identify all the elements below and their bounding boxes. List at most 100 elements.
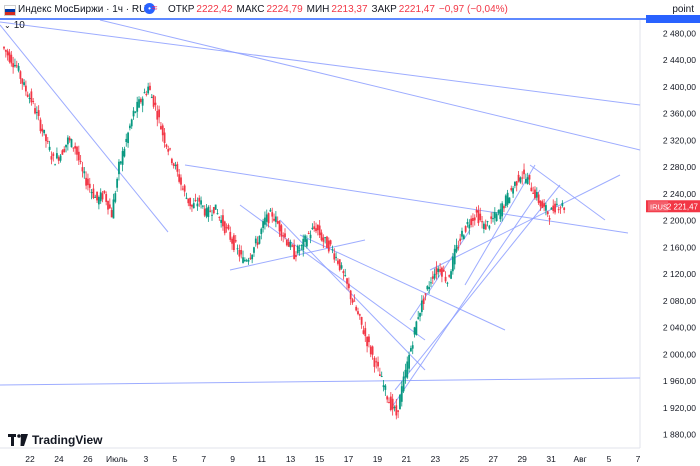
candle-body bbox=[37, 110, 40, 116]
candle-body bbox=[231, 238, 233, 244]
candle-body bbox=[324, 237, 327, 239]
candle-body bbox=[464, 226, 467, 232]
candle-body bbox=[512, 188, 514, 194]
candle-body bbox=[545, 205, 547, 211]
trendline bbox=[464, 164, 536, 286]
candle-body bbox=[546, 211, 549, 215]
candle-body bbox=[448, 275, 451, 277]
candle-body bbox=[311, 227, 314, 230]
candle-body bbox=[267, 213, 270, 224]
candle-body bbox=[260, 228, 263, 235]
candle-body bbox=[107, 200, 109, 210]
candle-body bbox=[510, 188, 513, 191]
candle-body bbox=[150, 97, 153, 99]
candle-body bbox=[347, 283, 350, 289]
candle-body bbox=[12, 63, 15, 68]
candle-body bbox=[176, 164, 179, 172]
x-tick-label: 5 bbox=[607, 454, 612, 464]
ohlc-value: 2213,37 bbox=[331, 4, 368, 15]
candle-body bbox=[490, 216, 493, 219]
candle-body bbox=[444, 276, 447, 282]
candle-body bbox=[439, 269, 441, 272]
y-tick-label: 2 000,00 bbox=[663, 349, 696, 359]
candle-body bbox=[521, 177, 524, 179]
tradingview-logo-icon bbox=[8, 434, 28, 446]
candle-body bbox=[435, 267, 438, 275]
candle-body bbox=[258, 235, 261, 244]
candle-body bbox=[34, 108, 36, 114]
candle-body bbox=[214, 204, 217, 210]
market-open-icon: • bbox=[144, 3, 155, 14]
candle-body bbox=[8, 52, 11, 62]
candle-body bbox=[461, 230, 463, 237]
candle-body bbox=[431, 276, 434, 279]
candle-body bbox=[484, 224, 487, 230]
candle-body bbox=[298, 250, 301, 252]
candle-body bbox=[481, 221, 483, 223]
candle-body bbox=[535, 192, 538, 198]
candle-body bbox=[293, 245, 296, 260]
candle-body bbox=[76, 146, 78, 155]
candle-body bbox=[72, 147, 75, 149]
ohlc-value: −0,97 (−0,04%) bbox=[438, 4, 508, 15]
candle-body bbox=[139, 98, 142, 103]
candle-body bbox=[127, 132, 129, 144]
candle-body bbox=[353, 300, 356, 302]
candle-body bbox=[362, 330, 365, 334]
candle-body bbox=[552, 205, 555, 211]
candle-body bbox=[143, 92, 146, 94]
candle-body bbox=[212, 207, 215, 214]
candle-body bbox=[295, 255, 297, 258]
candle-body bbox=[121, 151, 124, 165]
ohlc-value: 2222,42 bbox=[196, 4, 233, 15]
symbol-title[interactable]: Индекс МосБиржи · 1ч · RUS bbox=[18, 4, 154, 15]
candle-body bbox=[26, 94, 29, 97]
candle-body bbox=[282, 235, 285, 237]
candle-body bbox=[119, 161, 122, 164]
ohlc-key: ОТКР bbox=[168, 4, 195, 15]
candle-body bbox=[441, 267, 443, 277]
candle-body bbox=[81, 167, 84, 172]
candle-body bbox=[276, 220, 279, 224]
candle-body bbox=[70, 139, 73, 148]
candle-body bbox=[550, 207, 553, 210]
candle-body bbox=[404, 369, 407, 378]
candle-body bbox=[517, 174, 520, 182]
candle-body bbox=[161, 125, 164, 136]
indicators-toggle[interactable]: ⌄ 10 bbox=[4, 20, 25, 31]
candle-body bbox=[526, 177, 529, 184]
x-tick-label: 24 bbox=[54, 454, 64, 464]
candle-body bbox=[52, 153, 55, 156]
candle-body bbox=[130, 119, 133, 127]
candle-body bbox=[46, 140, 49, 142]
candle-body bbox=[242, 257, 244, 263]
candle-body bbox=[233, 235, 235, 251]
candle-body bbox=[103, 190, 106, 194]
candle-body bbox=[56, 153, 58, 159]
last-price-symbol: IRUS bbox=[650, 202, 668, 211]
candle-body bbox=[335, 256, 337, 258]
candle-body bbox=[284, 233, 286, 238]
candle-body bbox=[4, 49, 7, 52]
candle-body bbox=[227, 225, 230, 230]
candle-body bbox=[14, 64, 16, 67]
candle-body bbox=[256, 242, 259, 245]
candle-body bbox=[269, 209, 272, 212]
candle-body bbox=[50, 156, 53, 160]
x-tick-label: 23 bbox=[431, 454, 441, 464]
candle-body bbox=[110, 210, 113, 218]
candle-body bbox=[326, 236, 328, 248]
alert-icon[interactable]: ≈ bbox=[152, 3, 158, 14]
candle-body bbox=[178, 174, 181, 182]
y-tick-label: 2 160,00 bbox=[663, 242, 696, 252]
candle-body bbox=[488, 225, 491, 229]
candle-body bbox=[96, 191, 98, 201]
candle-body bbox=[141, 98, 144, 106]
candle-body bbox=[21, 78, 24, 84]
candle-body bbox=[74, 146, 77, 149]
candle-body bbox=[63, 148, 66, 153]
x-tick-label: Авг bbox=[573, 454, 586, 464]
candle-body bbox=[389, 396, 392, 410]
candle-body bbox=[85, 177, 88, 186]
